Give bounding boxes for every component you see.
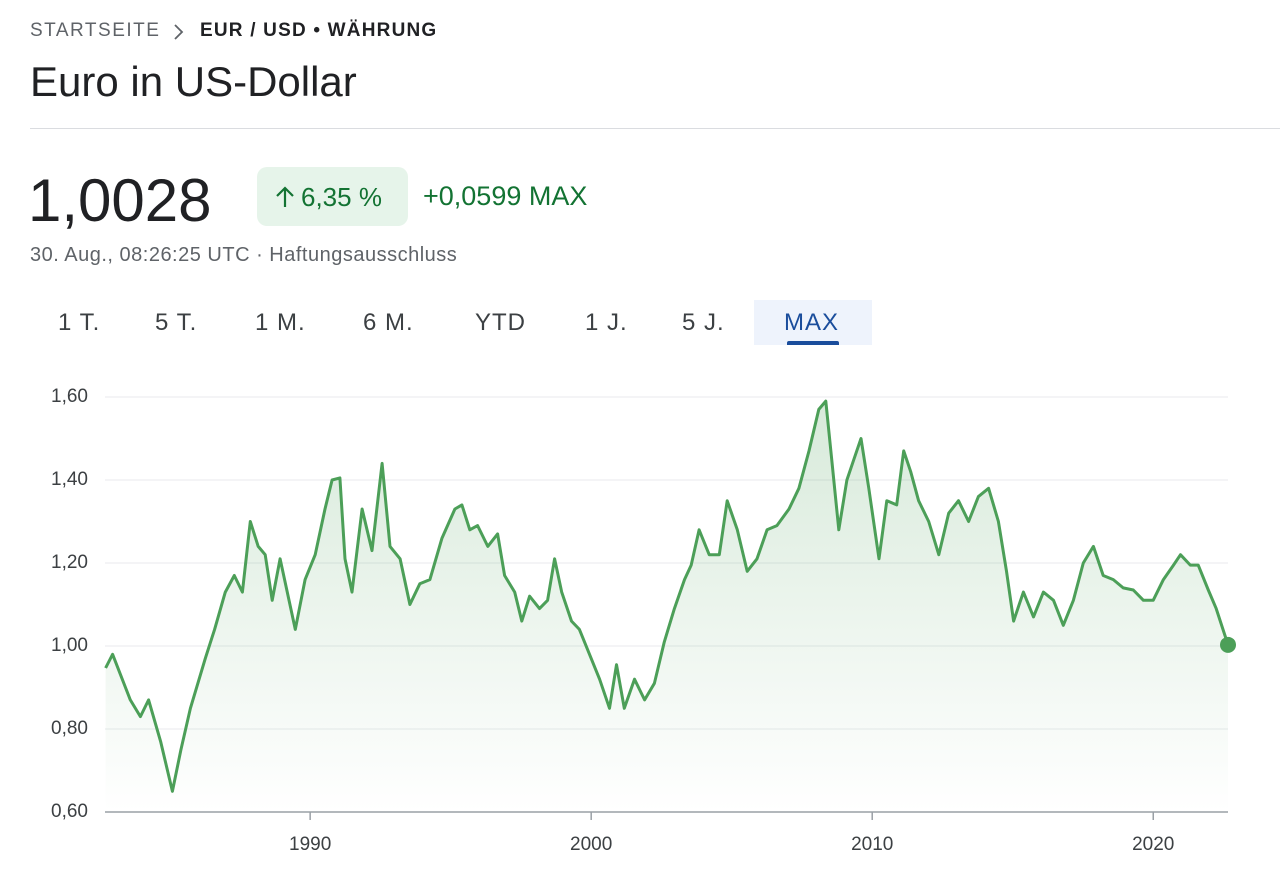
y-tick-label: 1,60 (51, 386, 88, 407)
range-tab[interactable]: 1 M. (255, 309, 306, 336)
x-tick-label: 1990 (289, 834, 331, 855)
y-tick-label: 1,40 (51, 469, 88, 490)
change-percent: 6,35 % (301, 182, 382, 212)
x-tick-label: 2000 (570, 834, 612, 855)
range-tab[interactable]: 5 J. (682, 309, 725, 336)
area (105, 401, 1229, 812)
timestamp: 30. Aug., 08:26:25 UTC · Haftungsausschl… (30, 244, 458, 266)
y-tick-label: 0,60 (51, 801, 88, 822)
price: 1,0028 (28, 167, 212, 234)
x-tick-label: 2010 (851, 834, 893, 855)
range-tab[interactable]: 1 T. (58, 309, 101, 336)
breadcrumb-home[interactable]: STARTSEITE (30, 20, 161, 41)
y-tick-label: 1,00 (51, 635, 88, 656)
y-tick-label: 1,20 (51, 552, 88, 573)
page-title: Euro in US-Dollar (30, 58, 357, 105)
change-value: +0,0599 MAX (423, 181, 588, 211)
price-line (104, 399, 1230, 793)
breadcrumb-current: EUR / USD • WÄHRUNG (200, 20, 438, 41)
arrow-up (276, 186, 294, 207)
chart: 0,60 0,80 1,00 1,20 1,40 1,60 1990 2000 2010 2020 (51, 386, 1236, 855)
range-tab[interactable]: 6 M. (363, 309, 414, 336)
y-tick-label: 0,80 (51, 718, 88, 739)
tab-indicator (787, 341, 839, 345)
range-tab[interactable]: MAX (784, 309, 840, 336)
x-tick-label: 2020 (1132, 834, 1174, 855)
breadcrumb-chevron (174, 24, 184, 40)
divider (30, 128, 1280, 129)
change-badge: 6,35 % (257, 167, 408, 226)
range-tab[interactable]: YTD (475, 309, 526, 336)
last-point (1220, 636, 1236, 653)
range-tab[interactable]: 1 J. (585, 309, 628, 336)
tab-selected-bg (754, 300, 872, 345)
range-tab[interactable]: 5 T. (155, 309, 198, 336)
